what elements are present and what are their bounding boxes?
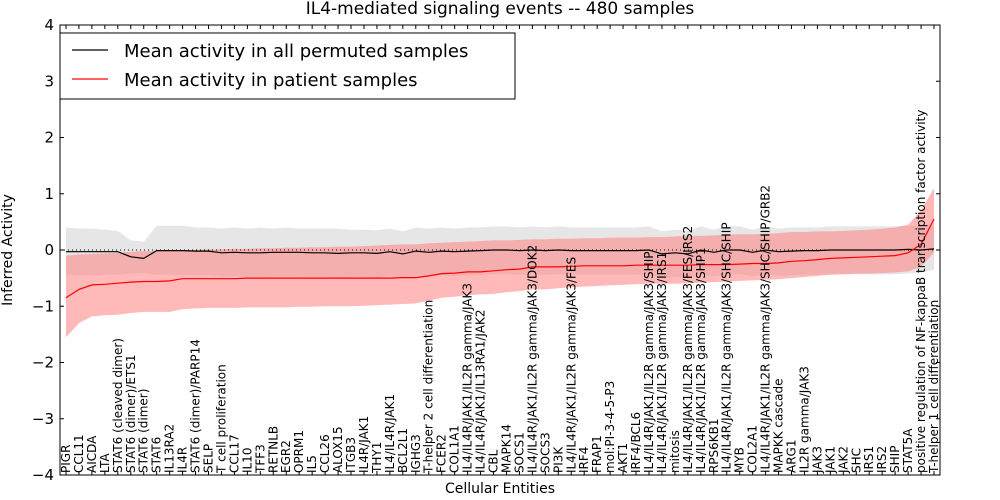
y-tick-label: −3 xyxy=(32,410,54,428)
y-tick-label: 4 xyxy=(44,16,54,34)
axis-ticks xyxy=(60,24,940,476)
x-tick-label: JAK2 xyxy=(836,446,850,474)
x-tick-label: OPRM1 xyxy=(292,430,306,473)
x-tick-label: TFF3 xyxy=(253,444,267,474)
x-tick-label: positive regulation of NF-kappaB transcr… xyxy=(914,110,928,473)
x-tick-label: IRS1 xyxy=(862,446,876,473)
x-tick-label: SOCS3 xyxy=(538,432,552,473)
x-tick-label: IL4/IL4R/JAK1/IL2R gamma/JAK3/DOK2 xyxy=(525,245,539,473)
y-tick-label: −2 xyxy=(32,354,54,372)
x-tick-label: IL4/IL4R/JAK1/IL2R gamma/JAK3/FES/IRS2 xyxy=(681,226,695,473)
x-tick-label: STAT6 xyxy=(150,437,164,473)
x-tick-label: IL4/IL4R/JAK1/IL2R gamma/JAK3/SHP1 xyxy=(694,247,708,473)
x-tick-label: RETNLB xyxy=(266,426,280,473)
y-tick-label: 2 xyxy=(44,129,54,147)
x-tick-label: mol:PI-3-4-5-P3 xyxy=(603,381,617,473)
x-tick-label: STAT6 (dimer)/PARP14 xyxy=(189,339,203,473)
x-axis-label: Cellular Entities xyxy=(445,481,555,497)
x-tick-label: IL4/IL4R/JAK1/IL2R gamma/JAK3/IRS1 xyxy=(655,252,669,473)
x-tick-label: CCL17 xyxy=(227,434,241,473)
x-tick-label: ITGB3 xyxy=(344,437,358,473)
x-tick-label: STAT6 (dimer)/ETS1 xyxy=(124,354,138,473)
x-tick-label: T-helper 1 cell differentiation xyxy=(927,300,941,474)
x-tick-label: IL4R xyxy=(176,447,190,473)
plot-frame xyxy=(59,24,941,476)
x-tick-label: IL4/IL4R/JAK1/IL2R gamma/JAK3/SHIP xyxy=(642,252,656,473)
x-tick-label: IL4/IL4R/JAK1/IL2R gamma/JAK3/SHC/SHIP xyxy=(720,222,734,473)
x-tick-label: IL5 xyxy=(305,455,319,473)
x-tick-label: STAT6 (dimer) xyxy=(137,389,151,473)
x-tick-label: IL4/IL4R/JAK1/IL2R gamma/JAK3 xyxy=(461,283,475,473)
patient-band xyxy=(66,188,934,338)
x-tick-label: THY1 xyxy=(370,442,384,474)
x-tick-label: LTA xyxy=(98,453,112,473)
x-tick-label: IL4/IL4R/JAK1/IL2R gamma/JAK3/FES xyxy=(564,257,578,473)
x-tick-label: IRF4/BCL6 xyxy=(629,412,643,473)
x-tick-label: PIGR xyxy=(59,445,73,473)
x-tick-label: CCL26 xyxy=(318,434,332,473)
x-tick-label: JAK1 xyxy=(823,446,837,474)
legend: Mean activity in all permuted samples Me… xyxy=(59,32,516,100)
x-tick-label: MAPKK cascade xyxy=(772,378,786,473)
legend-permuted-label: Mean activity in all permuted samples xyxy=(124,41,468,62)
x-tick-label: IL2R gamma/JAK3 xyxy=(797,366,811,473)
x-tick-label: STAT6 (cleaved dimer) xyxy=(111,338,125,473)
legend-box xyxy=(59,32,516,100)
x-tick-label: ARG1 xyxy=(785,440,799,473)
x-tick-label: IL4/IL4R/JAK1/IL2R gamma/JAK3/SHC/SHIP/G… xyxy=(759,185,773,473)
y-tick-label: 3 xyxy=(44,72,54,90)
x-tick-label: EGR2 xyxy=(279,440,293,473)
x-tick-label: JAK3 xyxy=(810,446,824,474)
x-tick-label: IRF4 xyxy=(577,447,591,473)
x-tick-label: mitosis xyxy=(668,430,682,473)
y-tick-label: 0 xyxy=(44,241,54,259)
x-tick-label: IL13RA2 xyxy=(163,424,177,473)
x-tick-label: RPS6KB1 xyxy=(707,418,721,473)
x-tick-label: COL1A1 xyxy=(448,425,462,473)
permuted-mean-line xyxy=(66,248,935,260)
legend-patient-label: Mean activity in patient samples xyxy=(124,70,418,91)
x-tick-label: SELP xyxy=(202,444,216,473)
x-tick-label: IGHG3 xyxy=(409,434,423,473)
x-tick-label: SHIP xyxy=(888,446,902,473)
x-tick-label: IL10 xyxy=(240,448,254,474)
chart-title: IL4-mediated signaling events -- 480 sam… xyxy=(306,0,695,19)
x-tick-label: CCL11 xyxy=(72,434,86,473)
patient-mean-line xyxy=(65,218,935,299)
x-tick-label: IL4R/JAK1 xyxy=(357,416,371,473)
x-tick-label: BCL2L1 xyxy=(396,428,410,473)
y-tick-labels: −4 −3 −2 −1 0 1 2 3 4 xyxy=(32,16,54,484)
x-tick-label: MYB xyxy=(733,447,747,473)
x-tick-label: T cell proliferation xyxy=(215,364,229,474)
x-tick-label: CBL xyxy=(487,449,501,473)
x-tick-label: IL4/IL4R/JAK1 xyxy=(383,394,397,473)
x-tick-label: COL2A1 xyxy=(746,425,760,473)
y-axis-label: Inferred Activity xyxy=(0,194,16,306)
y-tick-label: 1 xyxy=(44,185,54,203)
x-tick-label: AICDA xyxy=(85,435,99,473)
x-tick-label: STAT5A xyxy=(901,428,915,473)
x-tick-label: AKT1 xyxy=(616,443,630,473)
x-tick-label: SOCS1 xyxy=(512,432,526,473)
x-tick-label: ALOX15 xyxy=(331,426,345,473)
x-tick-label: T-helper 2 cell differentiation xyxy=(422,300,436,474)
x-tick-label: FRAP1 xyxy=(590,435,604,473)
y-tick-label: −1 xyxy=(32,297,54,315)
x-tick-label: IL4/IL4R/JAK1/IL13RA1/JAK2 xyxy=(474,310,488,473)
x-tick-label: MAPK14 xyxy=(500,424,514,473)
x-tick-label: IRS2 xyxy=(875,446,889,473)
y-tick-label: −4 xyxy=(32,466,54,484)
x-tick-label: SHC xyxy=(849,448,863,473)
x-tick-label: PI3K xyxy=(551,446,565,473)
x-tick-label: FCER2 xyxy=(435,434,449,473)
